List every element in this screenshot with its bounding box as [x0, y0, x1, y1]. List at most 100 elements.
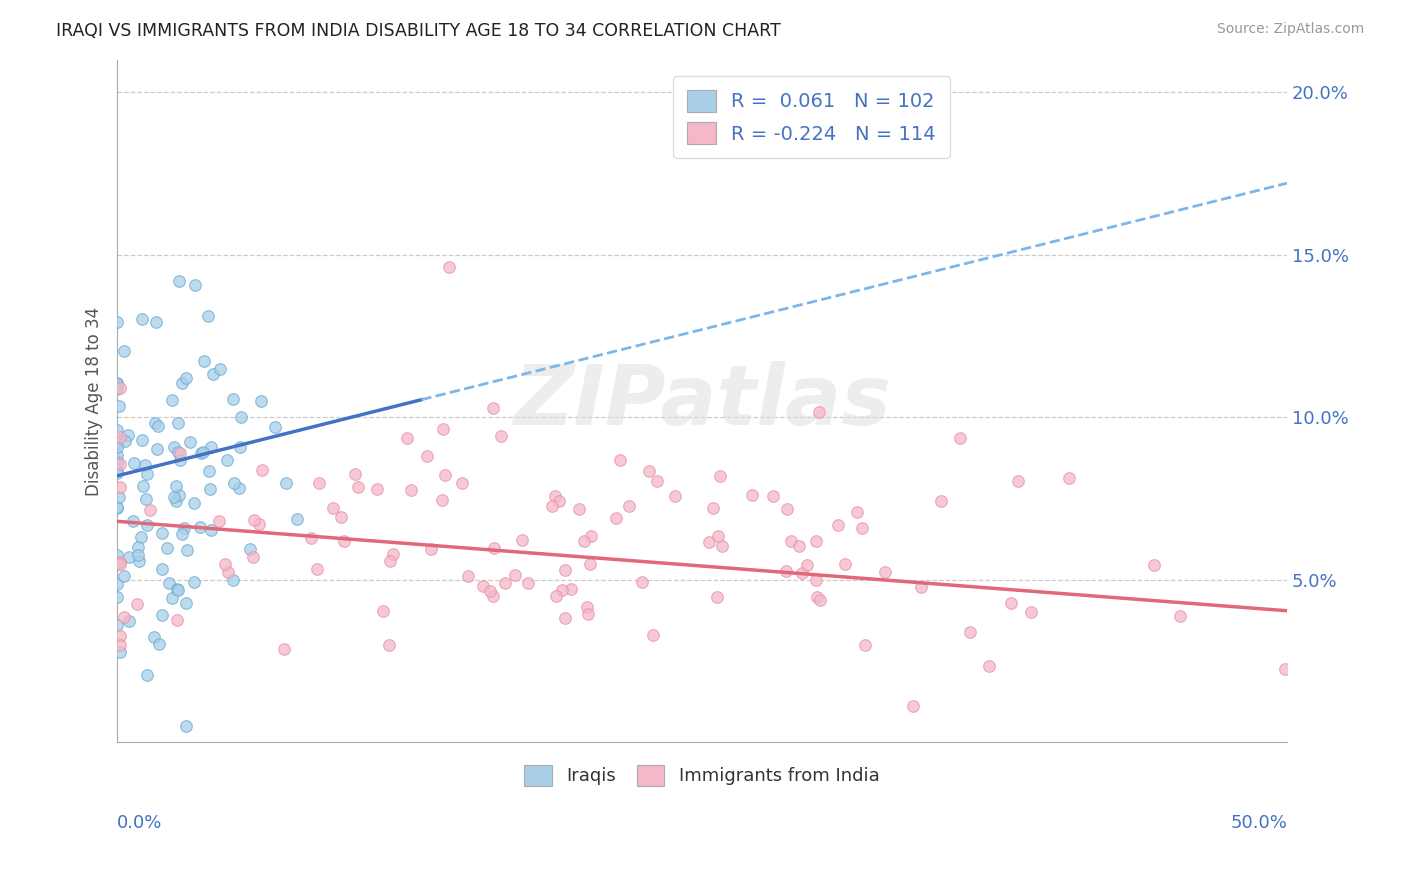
Point: [105, 577, 128, 591]
Point: [482, 401, 505, 415]
Point: [122, 456, 145, 470]
Point: [145, 315, 167, 329]
Point: [174, 371, 197, 385]
Point: [105, 315, 128, 329]
Point: [229, 410, 252, 425]
Point: [229, 440, 252, 454]
Point: [127, 540, 149, 554]
Point: [217, 566, 239, 580]
Point: [169, 446, 191, 460]
Point: [117, 427, 139, 442]
Point: [222, 573, 245, 587]
Point: [174, 596, 197, 610]
Point: [200, 440, 222, 454]
Point: [114, 568, 136, 582]
Point: [247, 517, 270, 532]
Point: [645, 474, 668, 488]
Point: [702, 501, 724, 516]
Point: [179, 434, 201, 449]
Text: ZIPatlas: ZIPatlas: [513, 360, 891, 442]
Point: [305, 561, 328, 575]
Point: [575, 599, 598, 614]
Point: [128, 554, 150, 568]
Point: [166, 582, 188, 597]
Point: [516, 575, 538, 590]
Point: [142, 630, 165, 644]
Point: [243, 513, 266, 527]
Point: [105, 500, 128, 514]
Point: [112, 343, 135, 358]
Point: [551, 582, 574, 597]
Point: [787, 539, 810, 553]
Point: [1021, 605, 1043, 619]
Point: [160, 591, 183, 605]
Y-axis label: Disability Age 18 to 34: Disability Age 18 to 34: [86, 307, 103, 496]
Point: [166, 416, 188, 430]
Point: [118, 614, 141, 628]
Point: [806, 533, 828, 548]
Point: [1168, 608, 1191, 623]
Point: [170, 376, 193, 390]
Point: [706, 591, 728, 605]
Point: [457, 569, 479, 583]
Point: [197, 309, 219, 323]
Point: [214, 557, 236, 571]
Point: [146, 442, 169, 456]
Point: [201, 367, 224, 381]
Point: [432, 422, 454, 436]
Point: [420, 542, 443, 557]
Point: [796, 558, 818, 573]
Point: [617, 499, 640, 513]
Point: [132, 479, 155, 493]
Text: Source: ZipAtlas.com: Source: ZipAtlas.com: [1216, 22, 1364, 37]
Point: [834, 557, 856, 571]
Point: [776, 501, 799, 516]
Point: [150, 526, 173, 541]
Point: [366, 482, 388, 496]
Point: [162, 491, 184, 505]
Point: [131, 433, 153, 447]
Point: [299, 531, 322, 545]
Point: [131, 312, 153, 326]
Point: [242, 550, 264, 565]
Point: [510, 533, 533, 547]
Point: [134, 458, 156, 472]
Point: [166, 613, 188, 627]
Point: [482, 541, 505, 555]
Point: [136, 467, 159, 481]
Point: [105, 464, 128, 478]
Point: [108, 399, 131, 413]
Point: [143, 417, 166, 431]
Point: [808, 405, 831, 419]
Point: [163, 440, 186, 454]
Point: [148, 637, 170, 651]
Point: [631, 574, 654, 589]
Point: [489, 429, 512, 443]
Point: [108, 480, 131, 494]
Point: [105, 436, 128, 450]
Point: [169, 453, 191, 467]
Point: [637, 464, 659, 478]
Point: [308, 475, 330, 490]
Point: [560, 582, 582, 596]
Point: [148, 419, 170, 434]
Point: [804, 573, 827, 587]
Point: [873, 565, 896, 579]
Point: [543, 489, 565, 503]
Point: [150, 607, 173, 622]
Point: [105, 433, 128, 447]
Point: [157, 575, 180, 590]
Point: [110, 645, 132, 659]
Point: [977, 659, 1000, 673]
Point: [901, 698, 924, 713]
Point: [853, 638, 876, 652]
Text: IRAQI VS IMMIGRANTS FROM INDIA DISABILITY AGE 18 TO 34 CORRELATION CHART: IRAQI VS IMMIGRANTS FROM INDIA DISABILIT…: [56, 22, 780, 40]
Point: [1057, 471, 1080, 485]
Point: [167, 444, 190, 458]
Point: [114, 434, 136, 449]
Point: [503, 568, 526, 582]
Point: [105, 618, 128, 632]
Point: [851, 521, 873, 535]
Point: [108, 490, 131, 504]
Point: [790, 566, 813, 581]
